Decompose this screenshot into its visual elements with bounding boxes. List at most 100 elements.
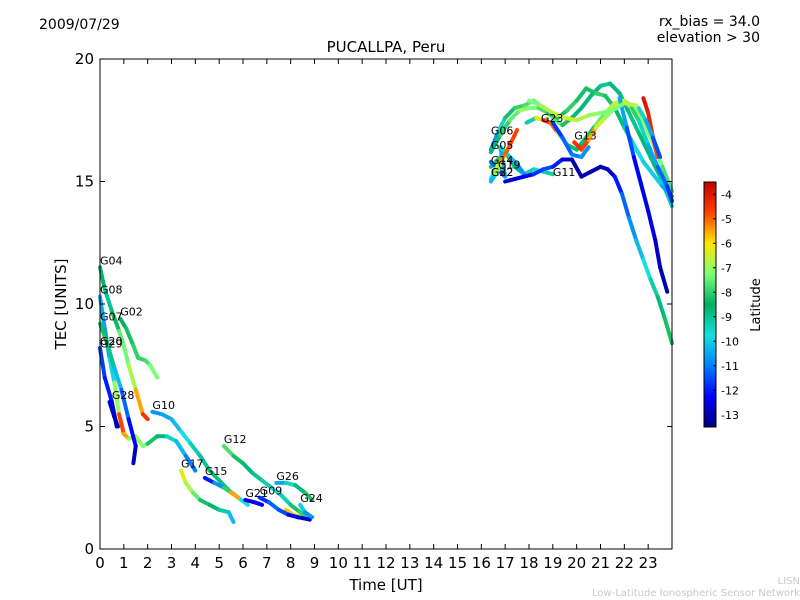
- colorbar-tick-label: -11: [721, 360, 739, 373]
- x-tick-label: 20: [567, 554, 586, 572]
- trace-segment: [655, 164, 670, 189]
- trace-segment: [174, 439, 188, 458]
- trace-segment: [648, 277, 660, 299]
- trace-segment: [643, 118, 655, 140]
- trace-segment: [109, 309, 122, 333]
- x-tick-label: 19: [543, 554, 562, 572]
- trace-G22: [488, 164, 503, 184]
- trace-segment: [295, 515, 312, 522]
- satellite-label-g17: G17: [181, 458, 204, 471]
- trace-segment: [662, 316, 674, 346]
- trace-segment: [646, 142, 660, 169]
- y-tick-label: 10: [75, 295, 94, 313]
- colorbar-label: Latitude: [749, 278, 764, 332]
- trace-segment: [98, 265, 107, 292]
- trace-segment: [496, 115, 508, 135]
- trace-segment: [207, 468, 222, 483]
- satellite-label-g05: G05: [491, 139, 514, 152]
- trace-segment: [112, 414, 120, 429]
- trace-segment: [636, 130, 651, 155]
- trace-segment: [631, 106, 646, 125]
- trace-segment: [627, 110, 641, 135]
- satellite-label-g08: G08: [100, 284, 123, 297]
- trace-G04: [98, 265, 150, 422]
- trace-segment: [131, 444, 138, 466]
- satellite-label-g29: G29: [100, 338, 123, 351]
- trace-segment: [569, 106, 584, 120]
- trace-segment: [586, 110, 603, 118]
- colorbar-tick-label: -10: [721, 335, 739, 348]
- satellite-label-g09: G09: [260, 485, 283, 498]
- trace-segment: [627, 216, 639, 243]
- trace-segment: [117, 412, 126, 436]
- trace-segment: [631, 155, 644, 186]
- trace-segment: [102, 375, 114, 404]
- x-tick-label: 18: [519, 554, 538, 572]
- trace-segment: [145, 434, 160, 446]
- trace-segment: [183, 453, 198, 473]
- trace-segment: [639, 181, 651, 213]
- trace-segment: [515, 162, 527, 177]
- trace-segment: [269, 485, 284, 498]
- trace-segment: [565, 98, 579, 113]
- x-tick-label: 23: [639, 554, 658, 572]
- trace-segment: [641, 159, 655, 177]
- colorbar-tick-label: -9: [721, 311, 732, 324]
- trace-unlabeled-25: [550, 120, 591, 159]
- trace-segment: [133, 387, 145, 417]
- x-tick-label: 14: [424, 554, 443, 572]
- trace-G15: [202, 475, 241, 500]
- x-tick-label: 13: [400, 554, 419, 572]
- satellite-label-g11: G11: [553, 166, 576, 179]
- trace-segment: [107, 400, 117, 419]
- trace-segment: [98, 346, 107, 380]
- colorbar-ticks: -4 -5 -6 -7 -8 -9 -10 -11 -12 -13: [713, 188, 739, 422]
- date-label: 2009/07/29: [39, 17, 120, 33]
- trace-segment: [488, 132, 503, 155]
- x-tick-label: 3: [167, 554, 177, 572]
- satellite-label-g02: G02: [120, 306, 143, 319]
- trace-segment: [541, 169, 555, 177]
- trace-segment: [655, 294, 667, 321]
- trace-segment: [121, 343, 131, 368]
- trace-segment: [579, 145, 591, 159]
- trace-segment: [653, 238, 663, 270]
- trace-segment: [665, 184, 674, 204]
- trace-segment: [293, 483, 307, 495]
- satellite-label-g26: G26: [276, 470, 299, 483]
- trace-segment: [612, 174, 624, 196]
- trace-segment: [629, 106, 641, 123]
- trace-segment: [538, 103, 555, 115]
- trace-segment: [636, 118, 651, 147]
- trace-segment: [641, 257, 653, 282]
- trace-segment: [221, 444, 236, 458]
- trace-segment: [241, 461, 255, 476]
- trace-G24: [298, 502, 315, 520]
- trace-segment: [650, 135, 663, 159]
- colorbar-tick-label: -13: [721, 409, 739, 422]
- satellite-label-g10: G10: [152, 399, 175, 412]
- trace-segment: [302, 510, 315, 520]
- chart-title: PUCALLPA, Peru: [327, 38, 446, 56]
- satellite-label-g12: G12: [224, 433, 247, 446]
- trace-segment: [560, 135, 574, 157]
- x-tick-label: 10: [329, 554, 348, 572]
- trace-segment: [574, 113, 591, 123]
- colorbar-tick-label: -5: [721, 213, 732, 226]
- x-tick-label: 21: [591, 554, 610, 572]
- trace-segment: [198, 453, 212, 473]
- trace-segment: [646, 150, 663, 179]
- satellite-label-g20: G20: [100, 335, 123, 348]
- trace-segment: [622, 101, 639, 108]
- trace-unlabeled-24: [617, 96, 670, 294]
- trace-segment: [562, 115, 579, 123]
- trace-segment: [507, 128, 520, 147]
- trace-segment: [105, 341, 117, 370]
- satellite-label-g14: G14: [491, 154, 514, 167]
- trace-segment: [179, 468, 188, 485]
- x-tick-label: 7: [262, 554, 272, 572]
- trace-segment: [646, 208, 658, 243]
- credit-line-1: LISN: [777, 576, 800, 587]
- trace-segment: [624, 125, 636, 159]
